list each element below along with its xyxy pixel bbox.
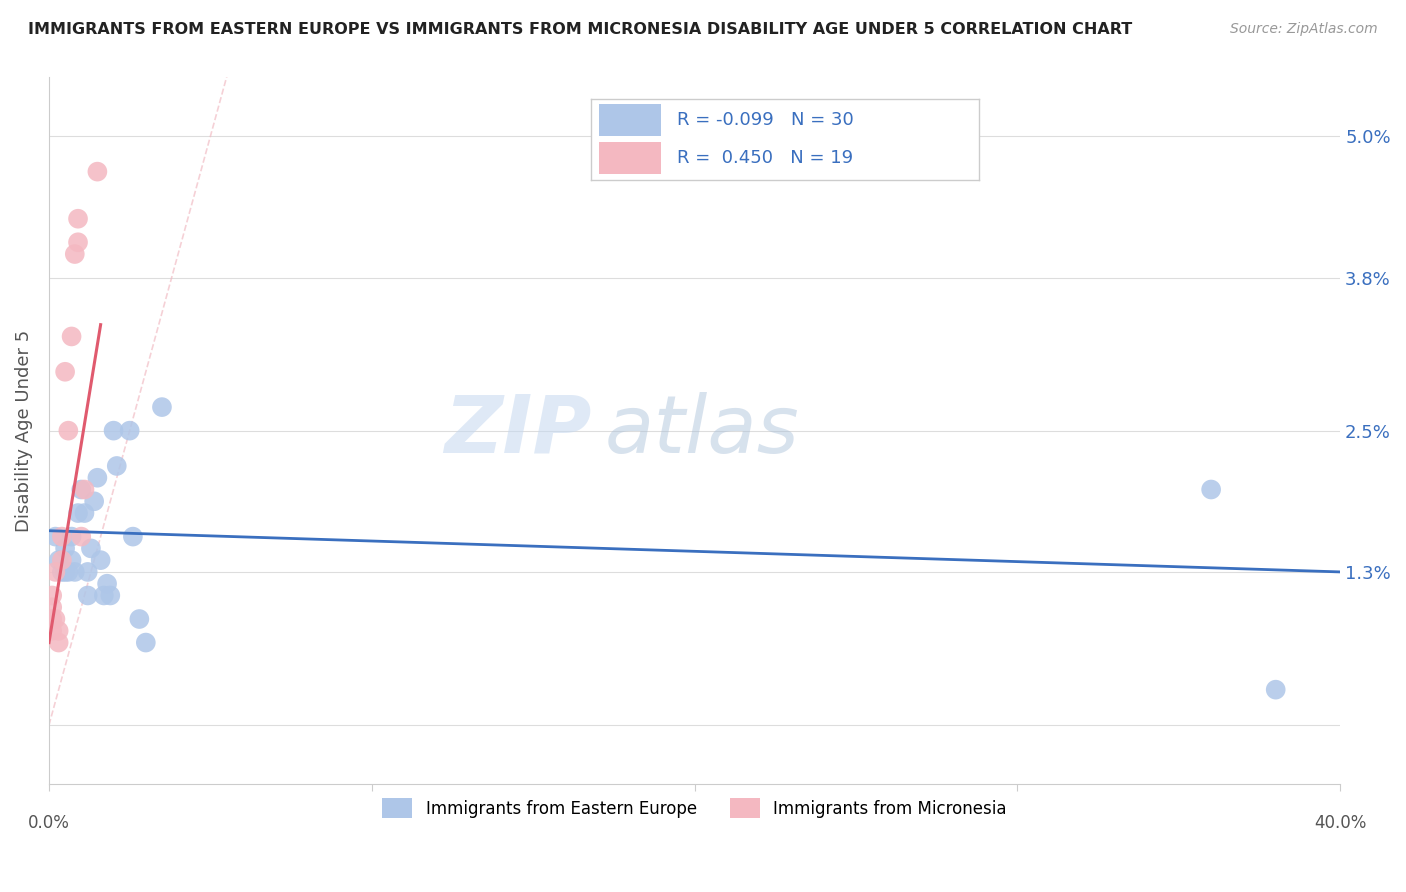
Point — [70, 530, 93, 544]
Point — [63, 565, 86, 579]
Point — [83, 494, 105, 508]
Point — [41, 600, 63, 615]
Point — [51, 553, 73, 567]
Point — [76, 589, 98, 603]
Y-axis label: Disability Age Under 5: Disability Age Under 5 — [15, 329, 32, 532]
Point — [150, 400, 173, 414]
Point — [53, 541, 76, 556]
Point — [53, 365, 76, 379]
Point — [80, 541, 103, 556]
Point — [48, 553, 70, 567]
Point — [53, 565, 76, 579]
Point — [44, 612, 66, 626]
Point — [103, 424, 125, 438]
Point — [44, 565, 66, 579]
Legend: Immigrants from Eastern Europe, Immigrants from Micronesia: Immigrants from Eastern Europe, Immigran… — [375, 791, 1014, 825]
Point — [51, 530, 73, 544]
Point — [44, 530, 66, 544]
Point — [60, 329, 83, 343]
Point — [1264, 682, 1286, 697]
Point — [66, 211, 89, 226]
Point — [73, 483, 96, 497]
Point — [86, 471, 108, 485]
Point — [48, 624, 70, 638]
Text: IMMIGRANTS FROM EASTERN EUROPE VS IMMIGRANTS FROM MICRONESIA DISABILITY AGE UNDE: IMMIGRANTS FROM EASTERN EUROPE VS IMMIGR… — [28, 22, 1132, 37]
Point — [48, 635, 70, 649]
Point — [76, 565, 98, 579]
Point — [63, 247, 86, 261]
Point — [96, 576, 118, 591]
Text: 40.0%: 40.0% — [1315, 814, 1367, 832]
Point — [58, 565, 80, 579]
Point — [98, 589, 121, 603]
Point — [60, 530, 83, 544]
Point — [90, 553, 112, 567]
Point — [41, 612, 63, 626]
Point — [135, 635, 157, 649]
Point — [60, 553, 83, 567]
Point — [41, 624, 63, 638]
Point — [51, 565, 73, 579]
Point — [66, 506, 89, 520]
Text: Source: ZipAtlas.com: Source: ZipAtlas.com — [1230, 22, 1378, 37]
Point — [41, 589, 63, 603]
Point — [58, 424, 80, 438]
Text: 0.0%: 0.0% — [28, 814, 70, 832]
Point — [93, 589, 115, 603]
Point — [66, 235, 89, 250]
Point — [122, 530, 145, 544]
Point — [1199, 483, 1222, 497]
Point — [86, 164, 108, 178]
Text: ZIP: ZIP — [444, 392, 592, 470]
Point — [118, 424, 141, 438]
Text: atlas: atlas — [605, 392, 799, 470]
Point — [128, 612, 150, 626]
Point — [73, 506, 96, 520]
Point — [105, 458, 128, 473]
Point — [70, 483, 93, 497]
